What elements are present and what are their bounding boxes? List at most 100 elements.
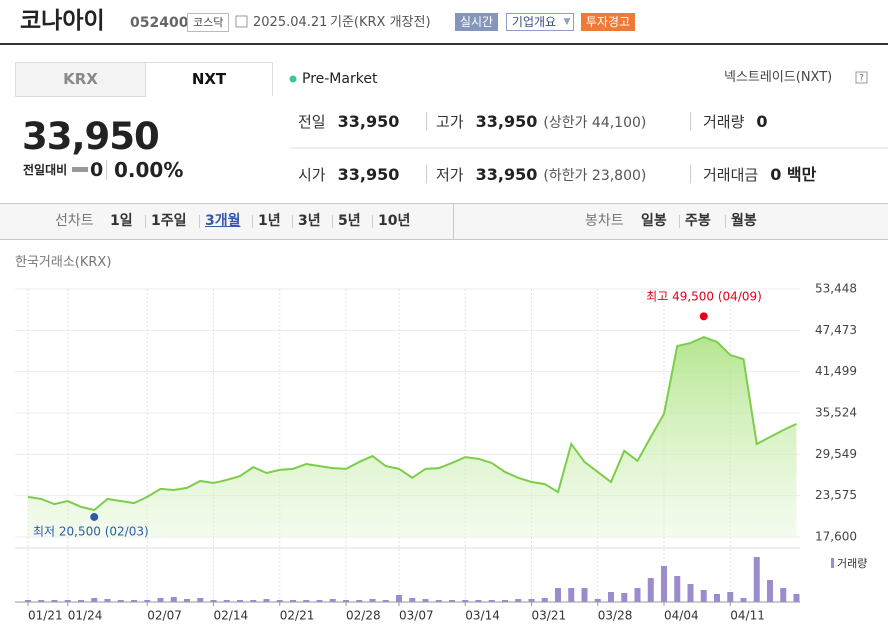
volume-bar	[144, 600, 151, 602]
period-option[interactable]: 5년	[338, 213, 361, 229]
volume-bar	[528, 599, 535, 602]
period-sep	[199, 215, 200, 228]
y-tick-label: 35,524	[815, 406, 857, 420]
help-mark: ?	[859, 74, 864, 84]
quote-cell: 거래량 0	[703, 114, 768, 130]
volume-bar	[343, 600, 349, 602]
volume-bar	[263, 599, 270, 602]
volume-bar	[502, 600, 508, 602]
quote-label: 거래량	[703, 113, 745, 131]
krx-tab[interactable]: KRX	[15, 62, 146, 97]
x-tick-label: 03/28	[598, 609, 633, 623]
quote-label: 전일	[298, 113, 326, 131]
volume-bar	[621, 593, 628, 602]
legend-swatch	[831, 558, 834, 568]
price-line	[27, 335, 797, 512]
quote-cell: 저가 33,950 (하한가 23,800)	[436, 166, 646, 184]
period-option[interactable]: 1주일	[151, 213, 187, 229]
period-option[interactable]: 월봉	[731, 213, 757, 229]
volume-bar	[727, 592, 734, 602]
volume-bar	[449, 600, 455, 602]
warning-button[interactable]: 투자경고	[581, 13, 635, 31]
quote-value: 33,950	[337, 112, 400, 131]
period-option[interactable]: 3년	[298, 213, 321, 229]
volume-bar	[687, 584, 694, 602]
x-tick-label: 03/07	[399, 609, 434, 623]
quote-label: 저가	[436, 166, 464, 184]
volume-bar	[329, 599, 336, 602]
volume-bar	[276, 600, 283, 602]
volume-bar	[780, 588, 787, 602]
change-value: 0	[90, 159, 104, 181]
realtime-button[interactable]: 실시간	[455, 13, 498, 31]
change-label: 전일대비	[23, 163, 68, 177]
volume-bar	[422, 599, 429, 602]
x-tick-label: 01/24	[68, 609, 103, 623]
quote-cell: 고가 33,950 (상한가 44,100)	[436, 112, 647, 131]
help-icon	[855, 71, 868, 84]
sep	[426, 165, 427, 183]
period-bar	[0, 203, 888, 240]
x-tick-label: 02/28	[346, 609, 381, 623]
y-tick-label: 17,600	[815, 530, 857, 544]
period-option[interactable]: 3개월	[205, 213, 241, 229]
volume-bar	[382, 600, 389, 602]
period-option[interactable]: 일봉	[641, 213, 667, 229]
session-dot	[289, 75, 297, 83]
volume-bar	[223, 600, 230, 602]
volume-bar	[714, 594, 720, 602]
market-badge: 코스닥	[187, 13, 230, 32]
quote-cell: 거래대금 0 백만	[703, 167, 816, 183]
quote-cell: 전일 33,950	[298, 114, 399, 130]
volume-bar	[64, 600, 71, 602]
period-sep	[332, 215, 333, 228]
y-tick-label: 29,549	[815, 447, 857, 461]
volume-bar	[104, 599, 111, 602]
period-sep	[292, 215, 293, 228]
period-sep	[252, 215, 253, 228]
volume-bar	[515, 599, 522, 602]
volume-bar	[316, 600, 323, 602]
period-sep	[145, 215, 146, 228]
period-option[interactable]: 주봉	[685, 213, 711, 229]
quote-value: 33,950	[475, 112, 538, 131]
price-area	[28, 337, 797, 537]
nxt-tab[interactable]: NXT	[145, 62, 273, 96]
period-sep	[725, 215, 726, 228]
price: 33,950	[22, 115, 160, 158]
period-option[interactable]: 1일	[110, 213, 133, 229]
volume-bar	[170, 597, 177, 602]
volume-bar	[753, 557, 760, 602]
company-button[interactable]: 기업개요	[506, 13, 561, 31]
y-tick-label: 53,448	[815, 282, 857, 296]
volume-bar	[184, 599, 190, 602]
calendar-icon	[235, 15, 248, 28]
sep	[690, 112, 691, 130]
volume-bar	[581, 588, 588, 602]
volume-bar	[131, 600, 137, 602]
session: Pre-Market	[302, 71, 378, 87]
x-tick-label: 01/21	[28, 609, 63, 623]
period-option[interactable]: 10년	[378, 213, 411, 229]
volume-bar	[78, 600, 84, 602]
x-tick-label: 04/04	[664, 609, 699, 623]
volume-bar	[634, 588, 641, 602]
volume-bar	[462, 600, 469, 602]
volume-bar	[700, 590, 707, 602]
x-tick-label: 03/21	[532, 609, 567, 623]
extreme-label: 최고 49,500 (04/09)	[646, 290, 762, 304]
stock-code: 052400	[130, 15, 189, 31]
flat-icon	[72, 167, 88, 172]
volume-bar	[91, 598, 98, 602]
volume-bar	[396, 595, 402, 602]
y-tick-label: 23,575	[815, 488, 857, 502]
extreme-marker	[90, 512, 99, 521]
dropdown-arrow[interactable]: ▼	[561, 13, 574, 31]
quote-note: (상한가 44,100)	[543, 115, 647, 131]
sep	[426, 112, 427, 130]
quote-label: 고가	[436, 113, 464, 131]
sep	[690, 165, 691, 183]
x-tick-label: 02/14	[214, 609, 249, 623]
period-option[interactable]: 1년	[258, 213, 281, 229]
